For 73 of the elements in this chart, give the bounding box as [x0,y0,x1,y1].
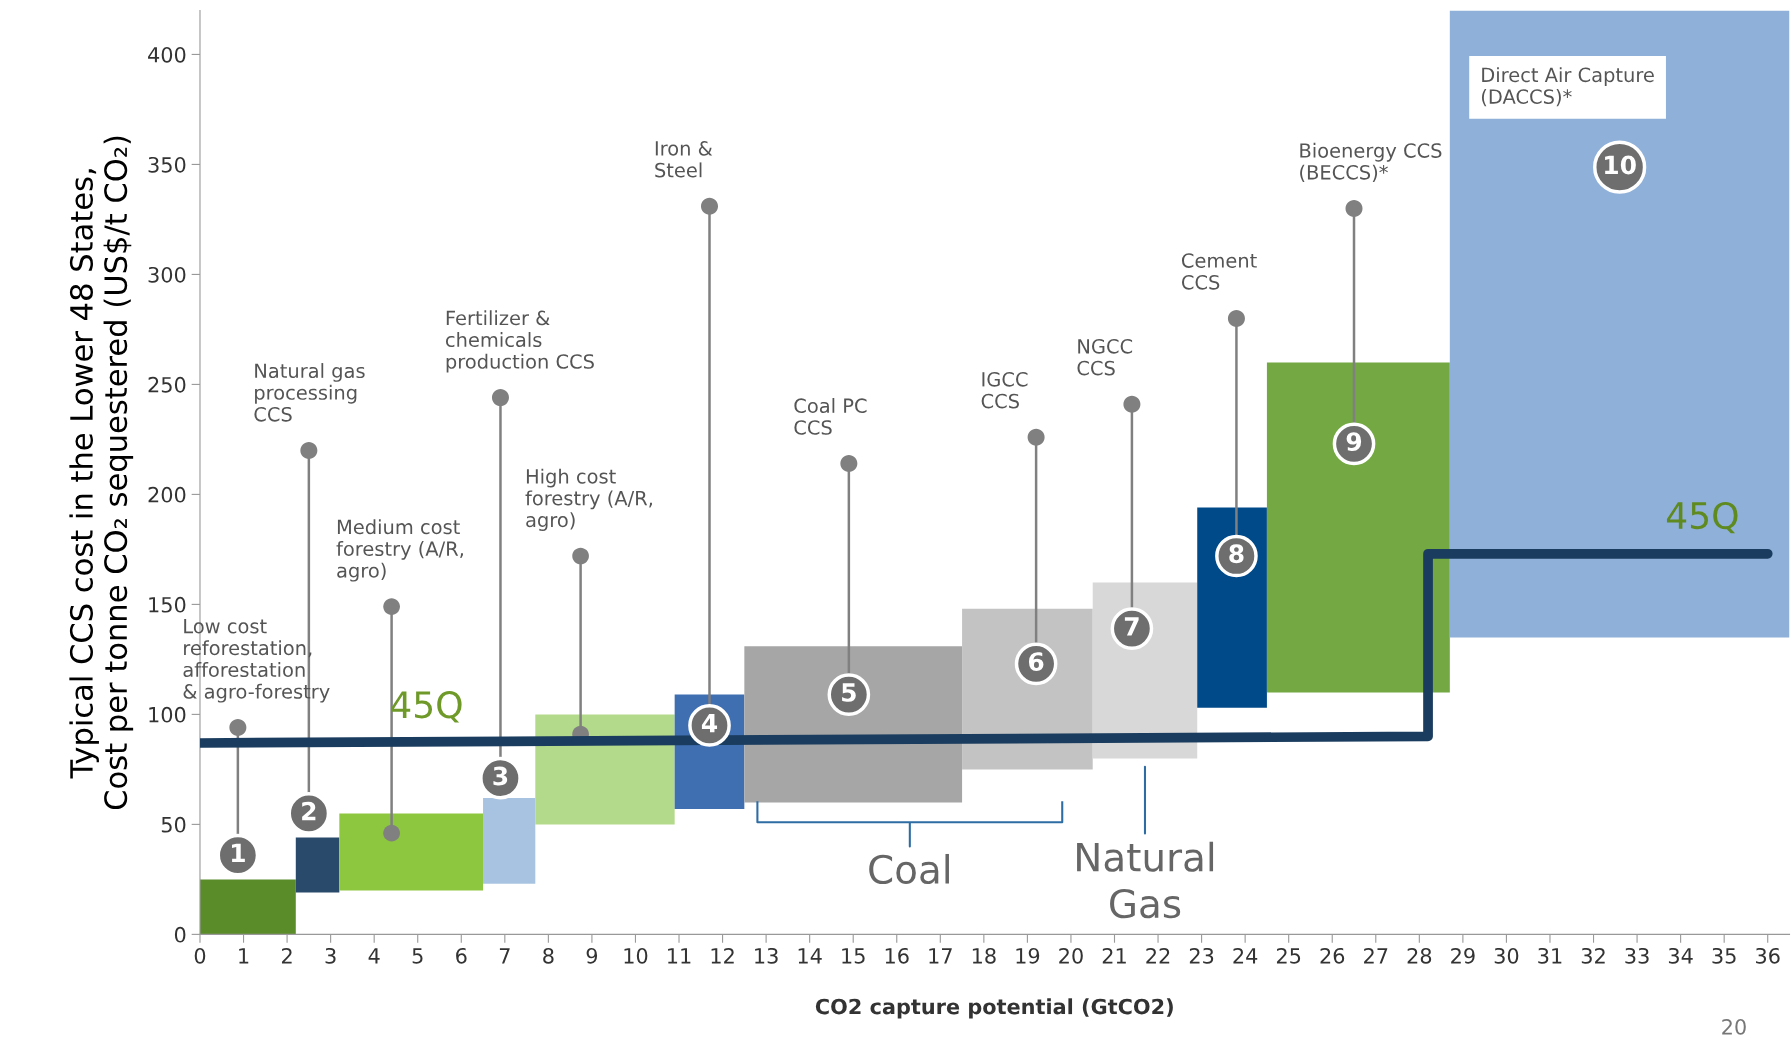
x-tick-label: 5 [412,948,423,964]
x-tick-label: 16 [885,947,909,964]
x-tick-label: 33 [1625,947,1649,964]
annotation: High cost forestry (A/R, agro) [525,468,652,531]
x-tick-label: 27 [1364,947,1388,964]
y-axis-title: Typical CCS cost in the Lower 48 States, Cost per tonne CO₂ sequestered (US$/t CO₂) [69,136,134,810]
y-tick-label: 350 [148,156,186,173]
annotation: 4 [701,714,718,733]
x-tick-label: 2 [281,947,292,964]
x-tick-label: 19 [1016,947,1040,964]
x-tick-label: 11 [668,948,691,964]
x-tick-label: 32 [1581,947,1605,964]
x-tick-label: 31 [1538,947,1562,964]
annotation: 10 [1605,155,1636,175]
x-tick-label: 1 [239,948,249,964]
y-tick-label: 150 [149,596,186,613]
x-tick-label: 36 [1756,947,1780,964]
x-axis-title: CO2 capture potential (GtCO2) [815,998,1173,1019]
text: 20 [1722,1018,1746,1035]
x-tick-label: 3 [325,947,336,964]
annotation: 1 [232,843,245,863]
x-tick-label: 21 [1102,947,1126,964]
annotation: 45Q [1666,501,1738,534]
x-tick-label: 17 [929,948,952,964]
y-tick-label: 400 [148,46,186,63]
x-tick-label: 28 [1407,947,1432,964]
x-tick-label: 23 [1189,947,1214,964]
x-tick-label: 35 [1712,947,1736,964]
y-tick-label: 250 [148,376,186,393]
y-tick-label: 300 [148,266,186,283]
annotation: NGCC CCS [1077,338,1133,376]
annotation: Coal [869,853,949,885]
x-tick-label: 18 [972,947,996,964]
annotation: Natural Gas [1077,841,1214,919]
x-tick-label: 4 [368,948,380,964]
annotation: 7 [1124,617,1139,636]
y-tick-label: 50 [161,816,186,833]
annotation: Bioenergy CCS (BECCS)* [1300,142,1442,182]
annotation: Fertilizer & chemicals production CCS [445,310,594,373]
x-tick-label: 29 [1451,947,1475,964]
y-tick-label: 200 [148,486,186,503]
annotation: 9 [1346,432,1362,452]
annotation: Cement CCS [1181,253,1257,290]
annotation: 6 [1028,652,1044,672]
y-tick-label: 100 [149,706,186,723]
annotation: Coal PC CCS [794,398,867,435]
annotation: 3 [493,766,508,786]
annotation: Direct Air Capture (DACCS)* [1481,67,1654,107]
x-tick-label: 13 [755,947,778,964]
x-tick-label: 7 [499,948,510,964]
x-tick-label: 15 [842,948,865,964]
x-tick-label: 20 [1059,947,1083,964]
annotation: 5 [842,683,856,702]
x-tick-label: 6 [456,947,467,964]
annotation: Natural gas processing CCS [254,363,365,422]
x-tick-label: 24 [1233,947,1258,964]
x-tick-label: 34 [1668,947,1693,964]
x-tick-label: 8 [543,947,554,964]
x-tick-label: 10 [624,947,648,964]
x-tick-label: 26 [1320,947,1345,964]
annotation: 2 [302,801,316,821]
y-tick-label: 0 [174,926,186,943]
x-tick-label: 14 [798,948,822,964]
annotation: 8 [1229,544,1244,564]
x-tick-label: 0 [194,947,206,964]
annotation: Medium cost forestry (A/R, agro) [336,519,463,582]
x-tick-label: 25 [1276,947,1301,964]
x-tick-label: 22 [1146,947,1170,964]
x-tick-label: 9 [586,947,598,964]
x-tick-label: 30 [1494,947,1519,964]
annotation: Iron & Steel [655,140,713,178]
x-tick-label: 12 [711,947,734,964]
annotation: IGCC CCS [981,371,1028,409]
